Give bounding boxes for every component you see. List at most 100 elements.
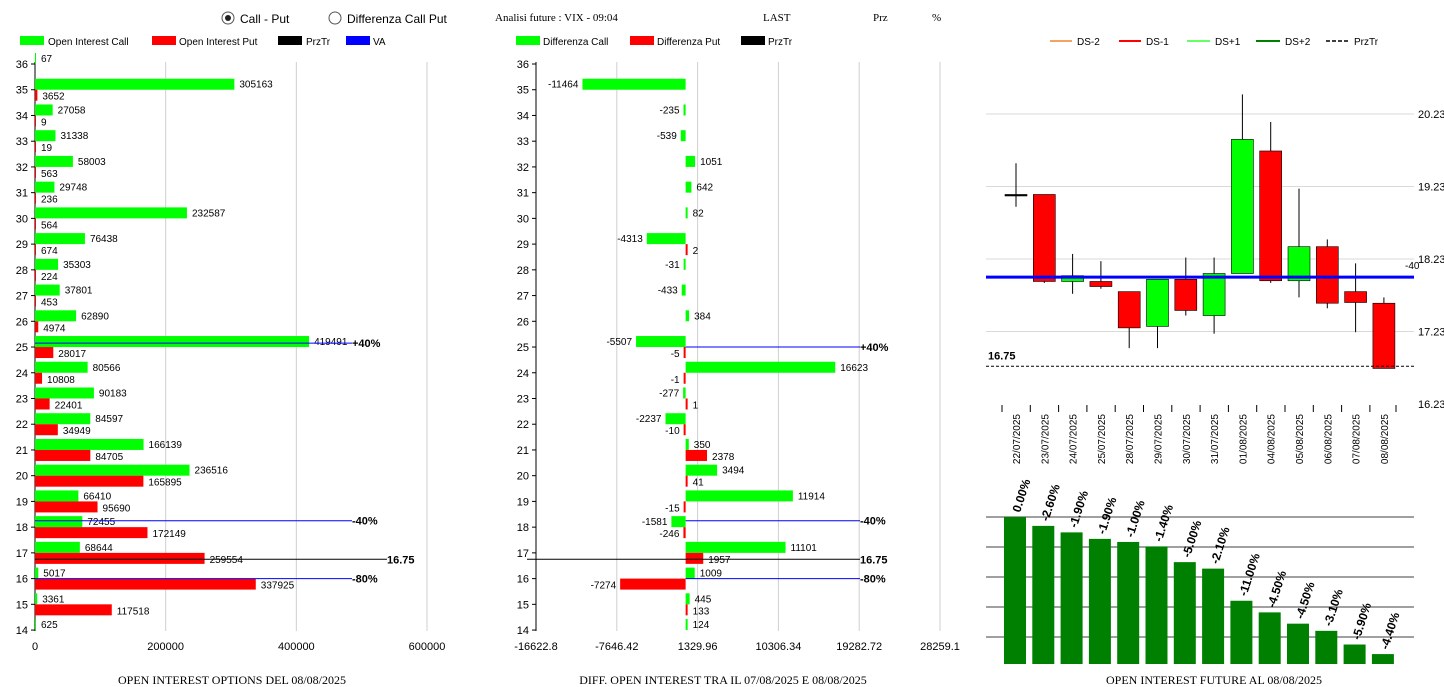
put-value-label: 28017 — [58, 349, 86, 360]
diff-call-value-label: -5507 — [606, 337, 632, 348]
call-value-label: 76438 — [90, 234, 118, 245]
radio-differenza-call-put[interactable]: Differenza Call Put — [328, 11, 447, 26]
strike-label: 31 — [16, 188, 28, 200]
future-bar — [1230, 600, 1253, 664]
strike-label: 15 — [517, 599, 529, 611]
reference-label: -80% — [860, 574, 886, 586]
strike-label: 24 — [16, 368, 28, 380]
call-bar — [35, 53, 36, 64]
legend-label-va: VA — [373, 37, 386, 48]
date-label: 04/08/2025 — [1267, 414, 1278, 464]
legend-swatch-put — [152, 36, 176, 45]
candle-body — [1089, 281, 1113, 287]
diff-put-value-label: 2 — [693, 246, 699, 257]
strike-label: 16 — [16, 574, 28, 586]
future-bar — [1060, 532, 1083, 664]
oi-legend: Open Interest Call Open Interest Put Prz… — [20, 36, 386, 48]
x-tick-label: 600000 — [409, 641, 446, 653]
diff-call-bar — [685, 619, 688, 631]
diff-call-bar — [685, 155, 696, 167]
diff-call-value-label: -539 — [657, 131, 677, 142]
candle-body — [1287, 246, 1311, 282]
diff-call-bar — [685, 181, 692, 193]
future-bar — [1117, 541, 1140, 664]
legend-swatch-va — [346, 36, 370, 45]
diff-put-value-label: 133 — [693, 606, 710, 617]
future-pct-label: -1.40% — [1151, 503, 1176, 544]
put-value-label: 10808 — [47, 375, 75, 386]
future-pct-label: -4.40% — [1377, 610, 1402, 651]
call-value-label: 236516 — [195, 466, 229, 477]
call-value-label: 62890 — [81, 311, 109, 322]
diff-put-value-label: 1 — [693, 400, 699, 411]
y-tick-label: 18.23 — [1418, 254, 1444, 266]
reference-label: +40% — [352, 338, 381, 350]
diff-call-bar — [683, 258, 686, 270]
candle-body — [1004, 194, 1028, 197]
diff-call-bar — [685, 207, 688, 219]
put-value-label: 236 — [41, 195, 58, 206]
strike-label: 28 — [517, 265, 529, 277]
strike-label: 32 — [517, 162, 529, 174]
future-pct-label: -5.00% — [1179, 518, 1204, 559]
call-value-label: 58003 — [78, 157, 106, 168]
diff-call-bar — [685, 464, 718, 476]
y-tick-label: 19.23 — [1418, 182, 1444, 194]
diff-call-value-label: 124 — [693, 620, 710, 631]
strike-label: 17 — [517, 548, 529, 560]
strike-label: 27 — [517, 291, 529, 303]
diff-put-bar — [685, 475, 688, 487]
call-value-label: 232587 — [192, 208, 226, 219]
diff-call-value-label: 384 — [694, 311, 711, 322]
future-pct-label: -1.90% — [1066, 489, 1091, 530]
strike-label: 31 — [517, 188, 529, 200]
diff-call-value-label: -31 — [665, 260, 680, 271]
call-bar — [35, 104, 53, 116]
radio-call-put[interactable]: Call - Put — [221, 11, 290, 26]
legend-label-ds-2: DS-2 — [1077, 37, 1100, 48]
diff-call-value-label: 350 — [694, 440, 711, 451]
diff-call-bar — [683, 104, 686, 116]
future-bar — [1343, 644, 1366, 664]
strike-label: 20 — [517, 471, 529, 483]
future-pct-label: 0.00% — [1010, 477, 1034, 514]
candle-body — [1344, 291, 1367, 303]
diff-call-value-label: -4313 — [617, 234, 643, 245]
diff-put-value-label: -5 — [671, 349, 680, 360]
put-value-label: 95690 — [103, 503, 131, 514]
strike-label: 23 — [517, 393, 529, 405]
future-pct-label: -4.50% — [1264, 569, 1289, 610]
radio-label-differenza: Differenza Call Put — [347, 12, 447, 26]
call-bar — [35, 78, 235, 90]
diff-call-bar — [685, 438, 689, 450]
call-bar — [35, 516, 83, 528]
va-label: -40 — [1405, 261, 1420, 272]
diff-call-value-label: 642 — [696, 183, 713, 194]
candle-body — [1146, 278, 1169, 327]
call-value-label: 419491 — [314, 337, 348, 348]
y-tick-label: 17.23 — [1418, 327, 1444, 339]
call-value-label: 90183 — [99, 388, 127, 399]
put-bar — [35, 552, 205, 564]
call-bar — [35, 464, 190, 476]
strike-label: 18 — [517, 522, 529, 534]
przTr-label: 16.75 — [988, 350, 1016, 362]
future-bar — [1287, 623, 1309, 664]
date-label: 28/07/2025 — [1125, 414, 1136, 464]
legend-label-candle-przTr: PrzTr — [1354, 37, 1379, 48]
date-label: 25/07/2025 — [1097, 414, 1108, 464]
reference-label: 16.75 — [860, 554, 888, 566]
put-bar — [35, 424, 58, 436]
call-bar — [35, 310, 77, 322]
legend-swatch-call — [20, 36, 44, 45]
put-value-label: 674 — [41, 246, 58, 257]
put-bar — [35, 89, 38, 101]
diff-call-value-label: -433 — [658, 286, 678, 297]
future-bar — [1032, 525, 1055, 664]
call-value-label: 67 — [41, 54, 53, 65]
diff-put-bar — [683, 424, 686, 436]
candle-body — [1174, 278, 1198, 311]
strike-label: 14 — [16, 625, 28, 637]
call-bar — [35, 207, 187, 219]
